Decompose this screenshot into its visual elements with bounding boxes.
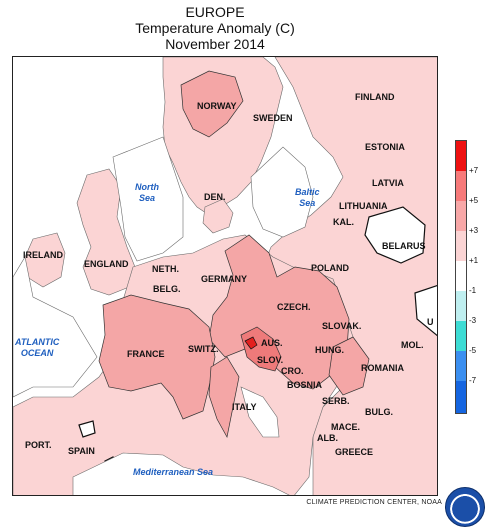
label-kal: KAL. — [333, 217, 354, 227]
sea-areas — [13, 136, 314, 495]
label-bulg: BULG. — [365, 407, 393, 417]
label-germany: GERMANY — [201, 274, 248, 284]
legend-tick-minus3: -3 — [469, 316, 477, 325]
label-alb: ALB. — [317, 433, 338, 443]
label-serb: SERB. — [322, 396, 350, 406]
label-slovak: SLOVAK. — [322, 321, 362, 331]
denmark-landmass — [202, 198, 234, 234]
label-spain: SPAIN — [68, 446, 95, 456]
label-north-sea: North Sea — [135, 182, 159, 203]
atlantic-water — [13, 256, 98, 398]
label-ireland: IRELAND — [23, 250, 63, 260]
label-cro: CRO. — [281, 366, 304, 376]
label-hung: HUNG. — [315, 345, 344, 355]
label-mace: MACE. — [331, 422, 360, 432]
label-france: FRANCE — [127, 349, 165, 359]
legend-swatch-5-7 — [456, 171, 466, 201]
legend-swatch-below-neg-7 — [456, 381, 466, 413]
legend-swatch-neg-1-3 — [456, 291, 466, 321]
label-den: DEN. — [204, 192, 226, 202]
legend-tick-minus5: -5 — [469, 346, 477, 355]
label-mol: MOL. — [401, 340, 424, 350]
label-norway: NORWAY — [197, 101, 237, 111]
label-italy: ITALY — [232, 402, 257, 412]
label-atlantic-ocean: ATLANTIC OCEAN — [15, 337, 60, 358]
map-title-variable: Temperature Anomaly (C) — [135, 20, 295, 36]
anomaly-3-5 — [98, 70, 370, 439]
legend-swatch-neg-5-7 — [456, 351, 466, 381]
colorbar-legend — [455, 140, 467, 414]
label-england: ENGLAND — [84, 259, 129, 269]
legend-tick-plus3: +3 — [469, 226, 479, 235]
mediterranean-water — [72, 452, 290, 495]
label-belg: BELG. — [153, 284, 181, 294]
label-czech: CZECH. — [277, 302, 311, 312]
label-lithuania: LITHUANIA — [339, 201, 388, 211]
map-title-period: November 2014 — [165, 36, 265, 52]
label-finland: FINLAND — [355, 92, 395, 102]
label-port: PORT. — [25, 440, 52, 450]
label-u: U — [427, 317, 434, 327]
label-latvia: LATVIA — [372, 178, 404, 188]
map-frame: NORWAY SWEDEN FINLAND ESTONIA LATVIA LIT… — [12, 56, 438, 496]
north-sea-water — [112, 136, 184, 262]
legend-tick-plus1: +1 — [469, 256, 479, 265]
label-estonia: ESTONIA — [365, 142, 405, 152]
label-mediterranean-sea: Mediterranean Sea — [133, 467, 214, 477]
ireland-landmass — [24, 232, 66, 288]
map-title-region: EUROPE — [185, 4, 245, 20]
label-aus: AUS. — [261, 338, 283, 348]
anomaly-map — [13, 57, 437, 495]
label-poland: POLAND — [311, 263, 349, 273]
label-switz: SWITZ. — [188, 344, 219, 354]
label-baltic-sea: Baltic Sea — [295, 187, 320, 208]
noaa-logo — [445, 487, 485, 527]
legend-tick-plus7: +7 — [469, 166, 479, 175]
legend-swatch-1-3 — [456, 231, 466, 261]
label-romania: ROMANIA — [361, 363, 404, 373]
label-slov: SLOV. — [257, 355, 284, 365]
legend-tick-plus5: +5 — [469, 196, 479, 205]
adriatic-water — [240, 386, 280, 438]
footer-credit: CLIMATE PREDICTION CENTER, NOAA — [306, 499, 442, 506]
anomaly-above-7 — [244, 336, 258, 350]
legend-swatch-3-5 — [456, 201, 466, 231]
legend-tick-minus1: -1 — [469, 286, 477, 295]
legend-swatch-above-7 — [456, 141, 466, 171]
label-greece: GREECE — [335, 447, 374, 457]
label-bosnia: BOSNIA — [287, 380, 323, 390]
baltic-sea-water — [250, 146, 314, 238]
legend-tick-minus7: -7 — [469, 376, 477, 385]
label-sweden: SWEDEN — [253, 113, 293, 123]
label-neth: NETH. — [152, 264, 179, 274]
legend-swatch-neg-3-5 — [456, 321, 466, 351]
legend-swatch-neutral — [456, 261, 466, 291]
label-belarus: BELARUS — [382, 241, 426, 251]
